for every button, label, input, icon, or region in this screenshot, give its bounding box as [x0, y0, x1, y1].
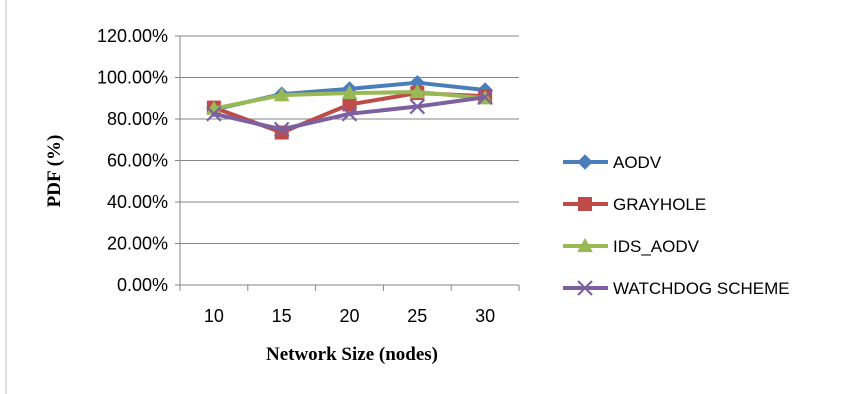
- y-tick-label: 0.00%: [117, 275, 168, 295]
- legend: AODV GRAYHOLE IDS_AODV WATCHDOG SCHEME: [563, 153, 790, 298]
- axes: [175, 35, 520, 291]
- series-lines: [206, 74, 493, 140]
- y-axis-title: PDF (%): [44, 135, 65, 208]
- x-tick-label: 20: [339, 306, 359, 326]
- x-axis-title: Network Size (nodes): [266, 344, 438, 365]
- x-icon: [577, 280, 593, 296]
- data-point-watchdog-scheme: [409, 98, 426, 115]
- data-point-ids-aodv: [409, 83, 426, 99]
- legend-label: IDS_AODV: [613, 237, 700, 256]
- legend-label: AODV: [613, 153, 662, 172]
- data-point-ids-aodv: [273, 87, 290, 102]
- legend-item: GRAYHOLE: [563, 195, 706, 214]
- y-tick-label: 80.00%: [107, 109, 168, 129]
- y-tick-label: 100.00%: [97, 68, 168, 88]
- legend-label: GRAYHOLE: [613, 195, 706, 214]
- y-tick-label: 120.00%: [97, 26, 168, 46]
- data-point-watchdog-scheme: [477, 89, 493, 105]
- triangle-icon: [577, 237, 593, 253]
- legend-item: AODV: [563, 153, 662, 172]
- y-tick-label: 40.00%: [107, 192, 168, 212]
- data-point-ids-aodv: [341, 85, 358, 100]
- legend-item: WATCHDOG SCHEME: [563, 279, 790, 298]
- data-point-watchdog-scheme: [341, 106, 358, 122]
- y-tick-labels: 0.00% 20.00% 40.00% 60.00% 80.00% 100.00% 120.…: [97, 26, 168, 295]
- data-point-watchdog-scheme: [206, 106, 222, 122]
- x-tick-label: 25: [407, 306, 427, 326]
- legend-item: IDS_AODV: [563, 237, 700, 256]
- diamond-icon: [577, 154, 593, 170]
- y-tick-label: 20.00%: [107, 234, 168, 254]
- x-tick-label: 15: [272, 306, 292, 326]
- y-tick-label: 60.00%: [107, 151, 168, 171]
- x-tick-labels: 10 15 20 25 30: [204, 306, 495, 326]
- x-tick-label: 10: [204, 306, 224, 326]
- gridlines: [180, 35, 519, 244]
- square-icon: [578, 197, 592, 211]
- x-tick-label: 30: [475, 306, 495, 326]
- data-point-watchdog-scheme: [273, 121, 290, 138]
- legend-label: WATCHDOG SCHEME: [613, 279, 790, 298]
